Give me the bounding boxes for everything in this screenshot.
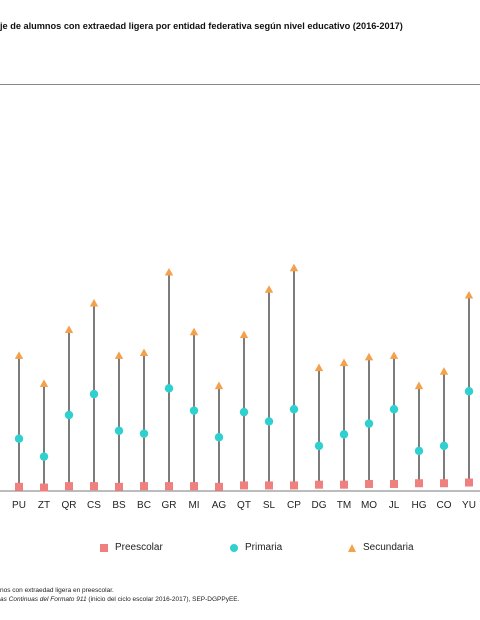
point-preescolar-qt — [240, 481, 248, 490]
point-secundaria-mo — [364, 352, 374, 361]
x-tick-sl: SL — [263, 500, 276, 511]
point-secundaria-tm — [339, 358, 349, 367]
source-rest: (inicio del ciclo escolar 2016-2017), SE… — [86, 596, 240, 603]
point-secundaria-bc — [139, 348, 149, 357]
point-preescolar-co — [440, 479, 448, 488]
x-tick-bc: BC — [137, 500, 151, 511]
point-secundaria-ag — [214, 381, 224, 390]
point-secundaria-qt — [239, 330, 249, 339]
point-secundaria-yu — [464, 290, 474, 299]
point-primaria-zt — [39, 452, 49, 461]
data-markers — [14, 263, 474, 492]
point-secundaria-cp — [289, 263, 299, 272]
source-italic: as Continuas del Formato 911 — [0, 596, 87, 603]
point-secundaria-co — [439, 367, 449, 375]
point-preescolar-jl — [390, 479, 398, 488]
point-preescolar-bs — [115, 482, 123, 491]
legend-square-marker — [100, 543, 108, 552]
point-preescolar-ag — [215, 482, 223, 491]
x-tick-gr: GR — [162, 500, 177, 511]
point-preescolar-hg — [415, 479, 423, 488]
point-primaria-dg — [314, 441, 324, 451]
point-primaria-sl — [264, 417, 274, 426]
legend-label-preescolar: Preescolar — [115, 542, 163, 553]
legend-item-preescolar: Preescolar — [100, 542, 163, 553]
x-tick-cs: CS — [87, 500, 101, 511]
dot-plot-chart: XPUZTQRCSBSBCGRMIAGQTSLCPDGTMMOJLHGCOYU — [0, 263, 480, 511]
footnote: nos con extraedad ligera en preescolar. — [0, 587, 114, 594]
point-secundaria-jl — [389, 351, 399, 359]
point-preescolar-bc — [140, 482, 148, 491]
point-secundaria-cs — [89, 298, 99, 307]
x-tick-qr: QR — [62, 500, 77, 511]
point-preescolar-mi — [190, 482, 198, 491]
point-secundaria-qr — [64, 325, 74, 334]
point-primaria-mo — [364, 419, 374, 428]
point-secundaria-pu — [14, 351, 24, 359]
point-secundaria-mi — [189, 327, 199, 336]
point-secundaria-dg — [314, 363, 324, 372]
point-primaria-cs — [89, 389, 99, 399]
legend-item-secundaria: Secundaria — [348, 542, 414, 553]
point-primaria-qr — [64, 410, 74, 420]
x-tick-bs: BS — [112, 500, 126, 511]
x-tick-mo: MO — [361, 500, 377, 511]
x-tick-dg: DG — [312, 500, 327, 511]
point-preescolar-mo — [365, 479, 373, 488]
point-preescolar-cs — [90, 482, 98, 491]
point-secundaria-hg — [414, 381, 424, 390]
point-primaria-cp — [289, 405, 299, 414]
point-primaria-qt — [239, 407, 249, 417]
point-preescolar-qr — [65, 482, 73, 491]
x-tick-yu: YU — [462, 500, 476, 511]
legend-label-secundaria: Secundaria — [363, 542, 414, 553]
point-preescolar-gr — [165, 482, 173, 491]
x-tick-co: CO — [437, 500, 452, 511]
x-tick-cp: CP — [287, 500, 301, 511]
point-preescolar-yu — [465, 478, 473, 487]
point-preescolar-tm — [340, 480, 348, 489]
point-preescolar-pu — [15, 482, 23, 491]
point-primaria-co — [439, 441, 449, 451]
source-note: as Continuas del Formato 911 (inicio del… — [0, 596, 239, 603]
point-preescolar-cp — [290, 481, 298, 490]
title-divider — [0, 84, 480, 85]
point-secundaria-zt — [39, 379, 49, 387]
x-tick-jl: JL — [389, 500, 400, 511]
x-tick-pu: PU — [12, 500, 26, 511]
point-primaria-jl — [389, 405, 399, 414]
legend-circle-marker — [230, 543, 238, 552]
legend-label-primaria: Primaria — [245, 542, 283, 553]
legend-item-primaria: Primaria — [230, 542, 282, 553]
range-stems — [18, 267, 470, 488]
point-preescolar-sl — [265, 481, 273, 490]
point-secundaria-bs — [114, 351, 124, 359]
point-primaria-tm — [339, 430, 349, 439]
x-tick-qt: QT — [237, 500, 251, 511]
point-secundaria-sl — [264, 285, 274, 293]
x-tick-zt: ZT — [38, 500, 50, 511]
x-tick-labels: XPUZTQRCSBSBCGRMIAGQTSLCPDGTMMOJLHGCOYU — [12, 500, 476, 511]
x-tick-tm: TM — [337, 500, 351, 511]
point-preescolar-zt — [40, 483, 48, 492]
point-primaria-bs — [114, 426, 124, 435]
point-primaria-ag — [214, 433, 224, 442]
point-secundaria-gr — [164, 267, 174, 276]
legend-triangle-marker — [348, 543, 356, 552]
point-primaria-yu — [464, 387, 474, 396]
point-primaria-hg — [414, 446, 424, 456]
point-primaria-pu — [14, 434, 24, 443]
x-tick-hg: HG — [412, 500, 427, 511]
point-primaria-bc — [139, 429, 149, 438]
chart-title: je de alumnos con extraedad ligera por e… — [0, 21, 403, 31]
point-preescolar-dg — [315, 480, 323, 489]
point-primaria-gr — [164, 384, 174, 393]
x-tick-mi: MI — [188, 500, 199, 511]
x-tick-ag: AG — [212, 500, 227, 511]
point-primaria-mi — [189, 406, 199, 415]
